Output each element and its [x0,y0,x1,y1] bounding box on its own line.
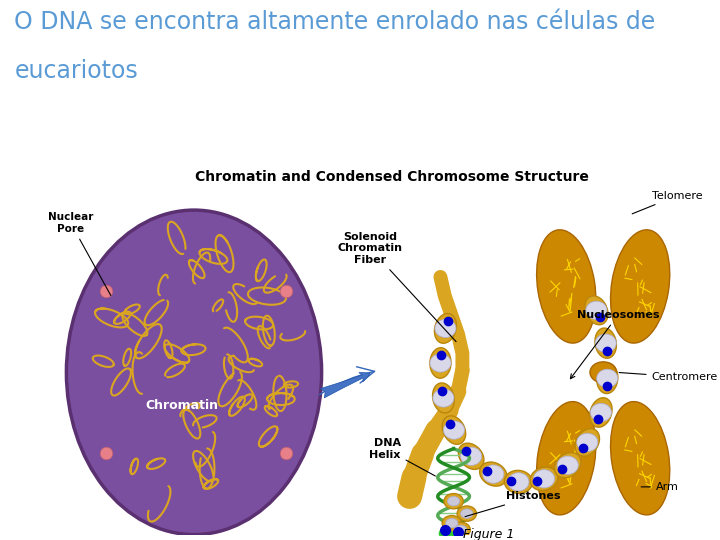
Text: Nucleosomes: Nucleosomes [570,310,660,379]
Ellipse shape [597,369,618,388]
Text: Chromatin: Chromatin [145,399,219,412]
Ellipse shape [590,362,616,383]
Ellipse shape [480,462,507,486]
Ellipse shape [447,496,460,506]
Text: Centromere: Centromere [619,372,718,382]
Ellipse shape [508,472,529,491]
Text: Arm: Arm [642,482,679,492]
Ellipse shape [536,230,596,343]
Ellipse shape [444,494,463,509]
Ellipse shape [433,389,454,407]
Ellipse shape [595,334,616,352]
Ellipse shape [536,402,596,515]
Ellipse shape [554,453,581,478]
Text: Histones: Histones [465,491,561,517]
Ellipse shape [586,301,607,320]
Ellipse shape [611,230,670,343]
Ellipse shape [461,447,482,465]
Ellipse shape [557,456,578,474]
Text: Solenoid
Chromatin
Fiber: Solenoid Chromatin Fiber [338,232,456,342]
Ellipse shape [435,319,456,338]
Ellipse shape [459,443,484,469]
Ellipse shape [451,522,470,537]
Ellipse shape [444,421,464,439]
Ellipse shape [457,506,477,521]
Ellipse shape [442,416,466,444]
Ellipse shape [446,518,458,528]
Ellipse shape [434,314,456,343]
Text: Telomere: Telomere [632,191,702,214]
Ellipse shape [430,348,451,378]
Text: O DNA se encontra altamente enrolado nas células de: O DNA se encontra altamente enrolado nas… [14,10,656,33]
Ellipse shape [577,433,598,451]
Ellipse shape [590,398,612,427]
Ellipse shape [482,465,504,483]
Ellipse shape [430,354,451,372]
Ellipse shape [530,467,558,490]
Text: eucariotos: eucariotos [14,59,138,83]
Ellipse shape [454,525,467,535]
Ellipse shape [611,402,670,515]
Ellipse shape [597,363,618,394]
Ellipse shape [442,516,462,531]
Ellipse shape [590,403,611,422]
Text: Nuclear
Pore: Nuclear Pore [48,212,111,295]
Ellipse shape [461,509,473,518]
Ellipse shape [504,470,533,494]
Text: Chromatin and Condensed Chromosome Structure: Chromatin and Condensed Chromosome Struc… [195,170,589,184]
Ellipse shape [585,296,608,325]
Ellipse shape [534,470,554,488]
Ellipse shape [433,383,454,413]
Ellipse shape [595,328,616,358]
Ellipse shape [575,429,600,456]
Text: DNA
Helix: DNA Helix [369,438,436,476]
Text: Figure 1: Figure 1 [463,528,515,540]
Ellipse shape [66,210,322,535]
